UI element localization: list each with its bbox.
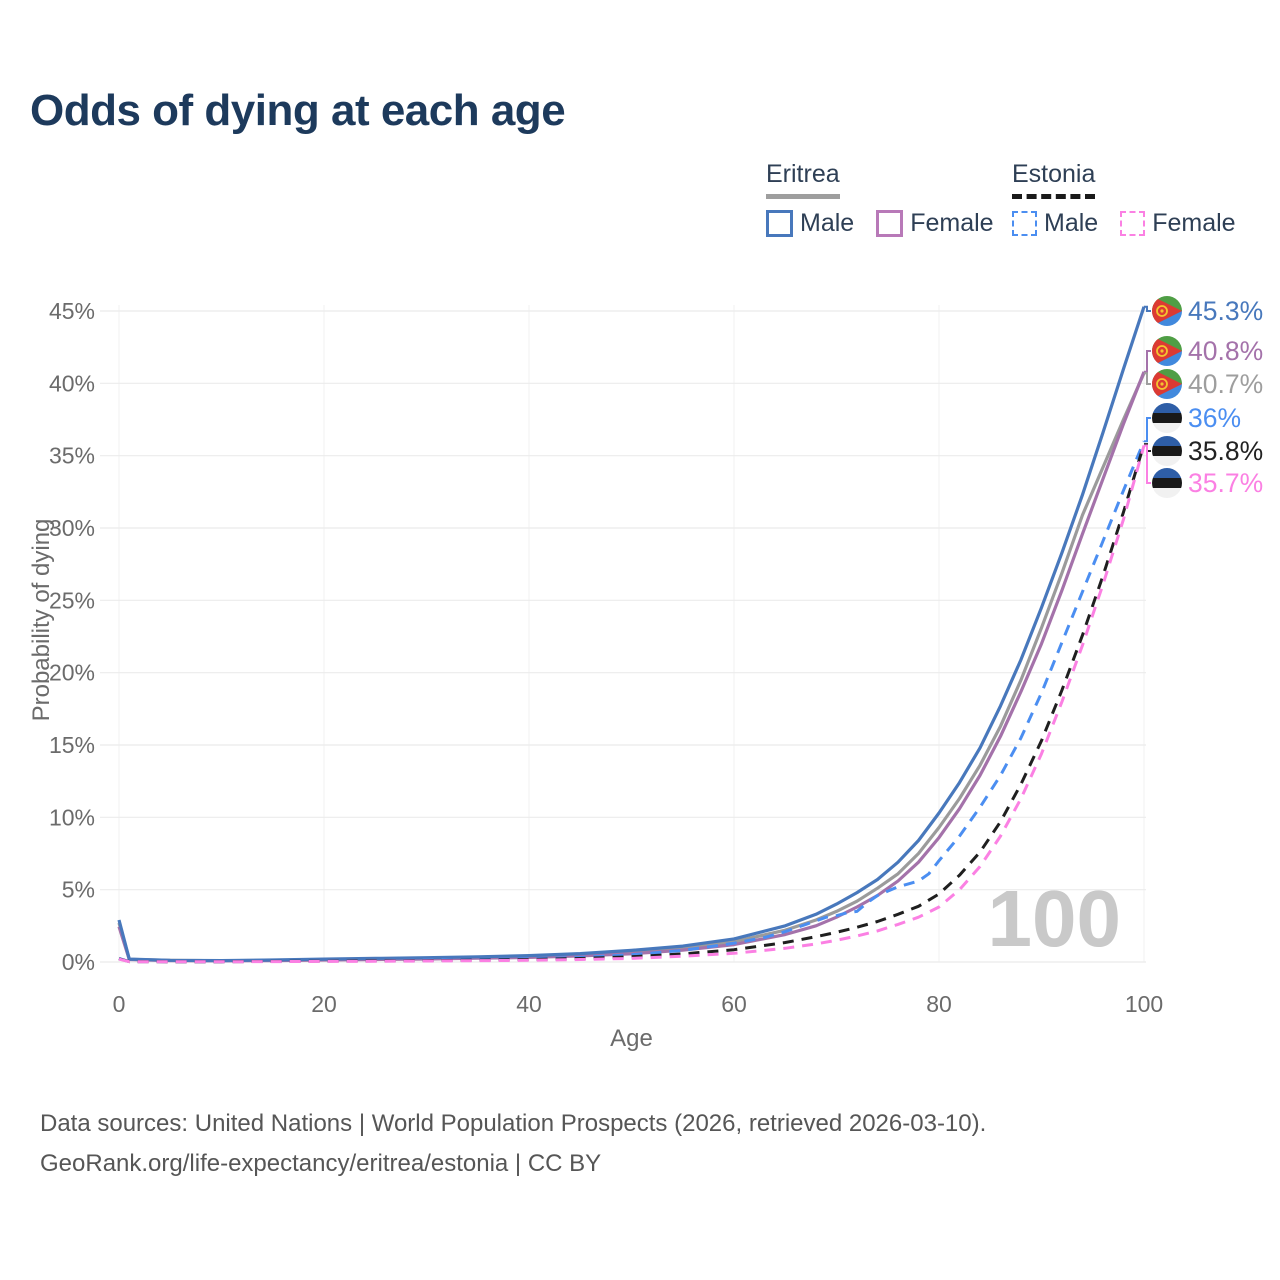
estonia-flag-icon [1152, 403, 1182, 433]
legend-swatch-estonia-female[interactable] [1120, 211, 1146, 236]
x-tick-100: 100 [1125, 991, 1163, 1017]
series-line-estonia-female [118, 445, 1146, 964]
end-label-connector-2 [1144, 372, 1151, 385]
y-tick-45: 45% [49, 298, 95, 324]
y-tick-40: 40% [49, 370, 95, 396]
end-label-value-estonia-female: 35.7% [1188, 468, 1263, 498]
y-tick-20: 20% [49, 660, 95, 686]
end-label-connector-1 [1144, 350, 1151, 373]
end-label-connector-3 [1144, 417, 1151, 443]
x-tick-60: 60 [721, 991, 747, 1017]
legend-group-estonia: Estonia Male Female [1012, 160, 1258, 238]
series-line-eritrea-male [117, 306, 1146, 963]
y-tick-25: 25% [49, 587, 95, 613]
y-tick-10: 10% [49, 804, 95, 830]
y-tick-5: 5% [62, 877, 95, 903]
legend-label-estonia-female[interactable]: Female [1152, 209, 1236, 237]
legend-country-estonia[interactable]: Estonia [1012, 160, 1096, 199]
series-line-eritrea-female [117, 371, 1146, 963]
legend-row-estonia: Male Female [1012, 209, 1258, 238]
end-label-connector-0 [1144, 305, 1151, 312]
end-label-connector-5 [1144, 444, 1151, 484]
legend-label-eritrea-male[interactable]: Male [800, 209, 855, 237]
legend-swatch-eritrea-male[interactable] [766, 210, 793, 237]
age-counter-watermark: 100 [988, 874, 1121, 963]
y-tick-15: 15% [49, 732, 95, 758]
end-label-value-eritrea-female: 40.8% [1188, 336, 1263, 366]
y-tick-0: 0% [62, 949, 95, 975]
page-title: Odds of dying at each age [30, 86, 566, 135]
estonia-flag-icon [1152, 436, 1182, 466]
footer-attribution: GeoRank.org/life-expectancy/eritrea/esto… [40, 1150, 602, 1177]
eritrea-flag-icon [1152, 369, 1182, 399]
legend-swatch-estonia-male[interactable] [1012, 211, 1037, 236]
x-tick-40: 40 [516, 991, 542, 1017]
series-line-eritrea-both [117, 372, 1146, 963]
x-axis-title: Age [610, 1025, 653, 1052]
eritrea-flag-icon [1152, 336, 1182, 366]
end-label-value-eritrea-male: 45.3% [1188, 296, 1263, 326]
end-label-value-eritrea-both: 40.7% [1188, 369, 1263, 399]
estonia-flag-icon [1152, 468, 1182, 498]
y-tick-30: 30% [49, 515, 95, 541]
y-tick-35: 35% [49, 443, 95, 469]
footer: Data sources: United Nations | World Pop… [40, 1104, 986, 1184]
legend-country-eritrea[interactable]: Eritrea [766, 160, 840, 199]
legend-group-eritrea: Eritrea Male Female [766, 160, 1016, 238]
end-label-value-estonia-both: 35.8% [1188, 436, 1263, 466]
x-tick-20: 20 [311, 991, 337, 1017]
x-tick-80: 80 [926, 991, 952, 1017]
mortality-line-chart: 0 20 40 60 80 100 Age 0% 5% 10% 15% 20% 25% 30% 35% 40%… [49, 296, 1263, 1052]
x-tick-0: 0 [113, 991, 126, 1017]
legend-swatch-eritrea-female[interactable] [876, 210, 904, 237]
legend-label-estonia-male[interactable]: Male [1044, 209, 1099, 237]
end-label-value-estonia-male: 36% [1188, 403, 1241, 433]
legend-row-eritrea: Male Female [766, 209, 1016, 238]
eritrea-flag-icon [1152, 296, 1182, 326]
footer-data-sources: Data sources: United Nations | World Pop… [40, 1110, 987, 1137]
legend-label-eritrea-female[interactable]: Female [910, 209, 994, 237]
